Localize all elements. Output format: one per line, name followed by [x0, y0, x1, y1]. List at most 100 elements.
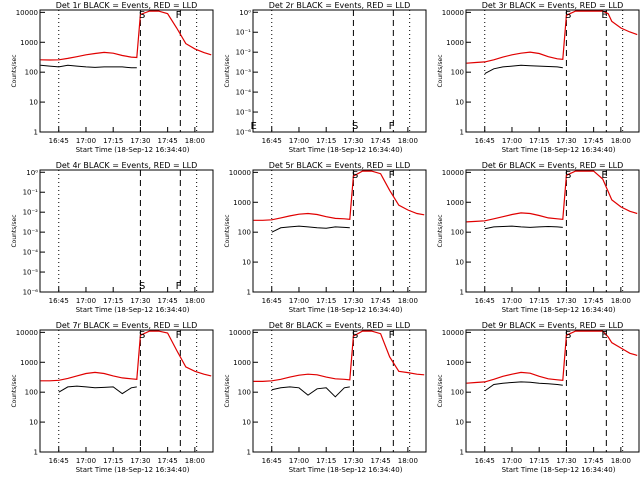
x-tick-label: 16:45: [262, 137, 282, 145]
x-tick-label: 17:00: [76, 297, 96, 305]
panel-title: Det 6r BLACK = Events, RED = LLD: [482, 161, 624, 170]
y-tick-label: 1000: [20, 39, 38, 47]
x-axis-label: Start Time (18-Sep-12 16:34:40): [289, 146, 403, 154]
x-tick-label: 16:45: [49, 297, 69, 305]
x-tick-label: 17:30: [130, 137, 150, 145]
x-tick-label: 16:45: [262, 457, 282, 465]
y-tick-label: 1: [247, 449, 251, 457]
y-tick-label: 10: [455, 259, 464, 267]
y-tick-label: 10⁻²: [236, 49, 252, 57]
plot-frame: [39, 9, 214, 133]
x-tick-label: 17:30: [343, 137, 363, 145]
flag-marker: S: [352, 170, 358, 181]
x-tick-label: 17:00: [502, 457, 522, 465]
x-tick-label: 17:15: [103, 297, 123, 305]
x-tick-label: 17:15: [529, 457, 549, 465]
y-tick-label: 1: [34, 449, 38, 457]
y-tick-label: 1000: [233, 199, 251, 207]
events-series-line: [271, 386, 350, 398]
x-tick-label: 17:15: [316, 137, 336, 145]
y-tick-label: 1000: [446, 359, 464, 367]
y-tick-label: 10000: [16, 329, 38, 337]
x-tick-label: 17:30: [130, 457, 150, 465]
lld-series-line: [466, 10, 638, 64]
y-tick-label: 100: [238, 229, 251, 237]
y-axis-label: Counts/sec: [437, 54, 444, 87]
x-tick-label: 17:15: [103, 137, 123, 145]
y-tick-label: 10: [455, 99, 464, 107]
x-tick-label: 16:45: [475, 457, 495, 465]
x-tick-label: 16:45: [475, 137, 495, 145]
y-tick-label: 100: [451, 69, 464, 77]
x-tick-label: 17:00: [76, 457, 96, 465]
x-tick-label: 17:15: [529, 137, 549, 145]
x-tick-label: 17:45: [158, 457, 178, 465]
plot-frame: [465, 9, 640, 133]
y-tick-label: 1000: [233, 359, 251, 367]
y-tick-label: 1: [460, 129, 464, 137]
y-axis-label: Counts/sec: [11, 54, 18, 87]
flag-marker: E: [601, 330, 607, 341]
plot-frame: [465, 329, 640, 453]
panel-det-5r: Det 5r BLACK = Events, RED = LLD 1 10 100 10…: [224, 161, 427, 314]
x-tick-label: 17:45: [158, 137, 178, 145]
x-tick-label: 17:00: [289, 297, 309, 305]
flag-marker: F: [389, 170, 395, 181]
y-tick-label: 10⁻¹: [236, 29, 252, 37]
x-tick-label: 18:00: [185, 457, 205, 465]
y-tick-label: 10000: [16, 9, 38, 17]
x-tick-label: 17:15: [529, 297, 549, 305]
x-tick-label: 16:45: [262, 297, 282, 305]
flag-marker: S: [352, 121, 358, 132]
x-tick-label: 17:00: [289, 457, 309, 465]
y-axis-label: Counts/sec: [437, 214, 444, 247]
x-axis-label: Start Time (18-Sep-12 16:34:40): [76, 466, 190, 474]
x-tick-label: 18:00: [185, 297, 205, 305]
y-axis-label: Counts/sec: [11, 374, 18, 407]
y-tick-label: 1: [34, 129, 38, 137]
y-axis-label: Counts/sec: [224, 54, 231, 87]
x-tick-label: 17:30: [130, 297, 150, 305]
panel-det-3r: Det 3r BLACK = Events, RED = LLD 1 10 100 10…: [437, 1, 640, 154]
x-axis-label: Start Time (18-Sep-12 16:34:40): [76, 306, 190, 314]
x-tick-label: 17:30: [343, 457, 363, 465]
x-tick-label: 18:00: [185, 137, 205, 145]
y-tick-label: 1000: [20, 359, 38, 367]
x-axis-label: Start Time (18-Sep-12 16:34:40): [502, 466, 616, 474]
flag-marker: F: [176, 330, 182, 341]
y-tick-label: 10000: [442, 9, 464, 17]
plot-frame: [465, 169, 640, 293]
flag-marker: E: [601, 10, 607, 21]
lld-series-line: [40, 10, 212, 61]
panel-det-1r: Det 1r BLACK = Events, RED = LLD 1 10 100 10…: [11, 1, 214, 154]
panel-title: Det 2r BLACK = Events, RED = LLD: [269, 1, 411, 10]
events-series-line: [484, 381, 563, 392]
flag-marker: E: [601, 170, 607, 181]
y-tick-label: 10⁻⁵: [236, 109, 252, 117]
x-tick-label: 17:00: [76, 137, 96, 145]
x-axis-label: Start Time (18-Sep-12 16:34:40): [502, 306, 616, 314]
y-tick-label: 1: [247, 289, 251, 297]
panel-title: Det 8r BLACK = Events, RED = LLD: [269, 321, 411, 330]
y-tick-label: 100: [451, 229, 464, 237]
y-tick-label: 10⁻³: [23, 229, 39, 237]
x-tick-label: 16:45: [49, 137, 69, 145]
plot-frame: [39, 329, 214, 453]
y-tick-label: 10000: [229, 169, 251, 177]
y-tick-label: 10: [242, 419, 251, 427]
y-tick-label: 1: [460, 449, 464, 457]
plot-frame: [252, 329, 427, 453]
y-tick-label: 10⁻⁶: [236, 129, 252, 137]
y-tick-label: 1000: [446, 39, 464, 47]
y-axis-label: Counts/sec: [11, 214, 18, 247]
flag-marker: F: [389, 330, 395, 341]
panel-title: Det 9r BLACK = Events, RED = LLD: [482, 321, 624, 330]
y-tick-label: 10: [455, 419, 464, 427]
x-tick-label: 17:45: [584, 137, 604, 145]
y-tick-label: 1: [460, 289, 464, 297]
y-tick-label: 100: [25, 389, 38, 397]
y-tick-label: 10: [29, 99, 38, 107]
panel-det-8r: Det 8r BLACK = Events, RED = LLD 1 10 100 10…: [224, 321, 427, 474]
flag-marker: F: [389, 121, 395, 132]
